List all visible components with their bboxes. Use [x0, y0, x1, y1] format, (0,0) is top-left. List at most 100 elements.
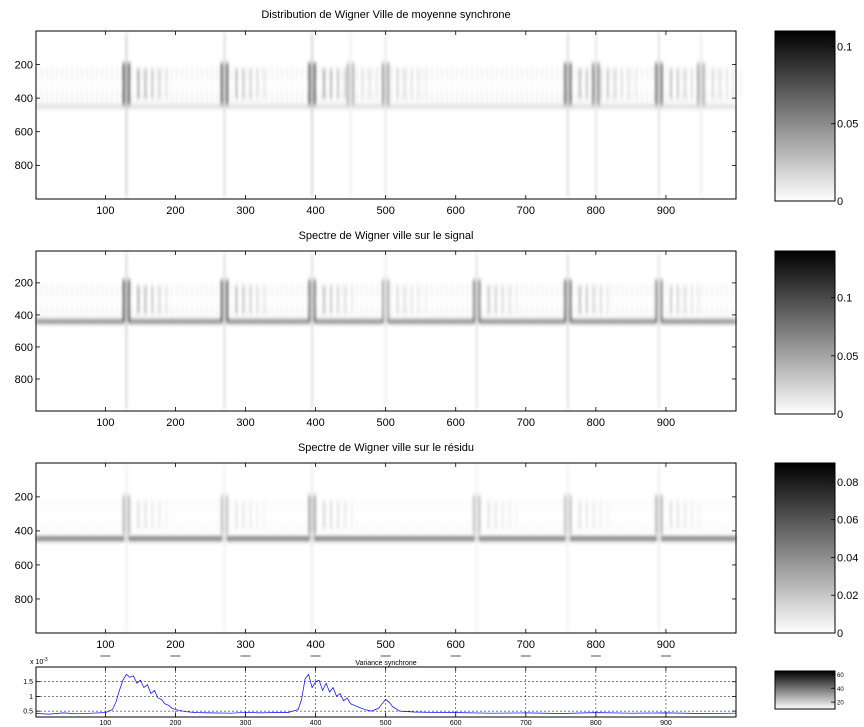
panel-wvd-synchronous: Distribution de Wigner Ville de moyenne … [15, 9, 859, 217]
y-tick-label: 400 [15, 310, 33, 322]
heatmap-texture [36, 465, 736, 631]
heatmap-event-fringe [683, 68, 686, 99]
y-tick-label: 800 [15, 594, 33, 606]
x-tick-label: 700 [517, 205, 535, 217]
heatmap-background [36, 463, 736, 633]
x-tick-label: 200 [170, 720, 182, 727]
heatmap-event-fringe [144, 68, 147, 99]
heatmap-event-fringe [158, 68, 161, 99]
x-tick-label: 900 [657, 417, 675, 429]
heatmap-event-fringe [683, 285, 686, 314]
panel-1-xticks: 100 200 300 400 500 600 700 800 900 [96, 31, 675, 217]
y-tick-label: 200 [15, 492, 33, 504]
y-tick-label: 0.5 [23, 709, 33, 716]
panel-1-colorbar-ticks: 0 0.05 0.1 [831, 41, 858, 208]
heatmap-event-fringe [669, 68, 672, 99]
panel-3-xticks: 100 200 300 400 500 600 700 800 900 [96, 463, 675, 651]
colorbar-tick-label: 0.06 [837, 515, 858, 527]
colorbar-tick-label: 40 [837, 687, 844, 693]
heatmap-event-fringe [417, 285, 420, 314]
panel-2-colorbar [774, 250, 836, 415]
x-tick-label: 600 [447, 205, 465, 217]
heatmap-event-fringe [249, 501, 252, 529]
x-tick-label: 500 [380, 720, 392, 727]
panel-synchronous-variance: Variance synchrone x 10-3 100 200 300 400 50… [23, 657, 844, 727]
heatmap-event-fringe [158, 501, 161, 529]
heatmap-texture [36, 253, 736, 409]
x-tick-label: 300 [236, 639, 254, 651]
heatmap-event-fringe [151, 501, 154, 529]
heatmap-event-fringe [599, 285, 602, 314]
y-tick-label: 600 [15, 560, 33, 572]
heatmap-event-fringe [351, 501, 354, 529]
heatmap-event-fringe [585, 501, 588, 529]
heatmap-event-fringe [403, 68, 406, 99]
heatmap-event-fringe [578, 68, 581, 99]
x-tick-label: 700 [520, 720, 532, 727]
panel-wvd-residual: Spectre de Wigner ville sur le résidu 10… [15, 442, 859, 651]
heatmap-event-fringe [599, 68, 602, 99]
heatmap-event-fringe [487, 285, 490, 314]
heatmap-event-fringe [592, 285, 595, 314]
heatmap-event-fringe [137, 501, 140, 529]
heatmap-event-fringe [494, 501, 497, 529]
panel-3-heatmap [36, 463, 736, 633]
x-tick-label: 400 [306, 205, 324, 217]
heatmap-event-fringe [690, 501, 693, 529]
heatmap-event-fringe [249, 68, 252, 99]
heatmap-event-fringe [508, 285, 511, 314]
panel-4-yticks: 0.5 1 1.5 [23, 679, 736, 716]
heatmap-event-fringe [242, 285, 245, 314]
heatmap-event-fringe [578, 501, 581, 529]
heatmap-texture [36, 33, 742, 197]
heatmap-event-fringe [235, 68, 238, 99]
colorbar-tick-label: 0.1 [837, 293, 852, 305]
heatmap-event-fringe [263, 68, 266, 99]
heatmap-event-fringe [627, 68, 630, 99]
y-tick-label: 200 [15, 59, 33, 71]
heatmap-event-fringe [137, 68, 140, 99]
heatmap-event-fringe [669, 285, 672, 314]
heatmap-event-fringe [330, 68, 333, 99]
heatmap-event-fringe [242, 501, 245, 529]
panel-3-yticks: 200 400 600 800 [15, 492, 736, 606]
heatmap-event-fringe [494, 285, 497, 314]
x-tick-label: 500 [376, 205, 394, 217]
colorbar-tick-label: 0.05 [837, 351, 858, 363]
y-tick-label: 200 [15, 278, 33, 290]
panel-1-yticks: 200 400 600 800 [15, 59, 736, 172]
x-tick-label: 400 [306, 639, 324, 651]
heatmap-event-fringe [697, 501, 700, 529]
heatmap-event-fringe [235, 285, 238, 314]
x-tick-label: 400 [310, 720, 322, 727]
colorbar-tick-label: 0 [837, 628, 843, 640]
y-tick-label: 600 [15, 342, 33, 354]
panel-wvd-signal: Spectre de Wigner ville sur le signal 10… [15, 230, 859, 429]
panel-4-exponent-label: x 10-3 [30, 657, 48, 666]
variance-series-line [35, 673, 737, 715]
x-tick-label: 200 [166, 639, 184, 651]
heatmap-event-fringe [263, 501, 266, 529]
heatmap-event-fringe [151, 285, 154, 314]
x-tick-label: 600 [447, 639, 465, 651]
heatmap-event-fringe [137, 285, 140, 314]
heatmap-event-fringe [683, 501, 686, 529]
heatmap-event-fringe [396, 68, 399, 99]
heatmap-event-fringe [256, 68, 259, 99]
heatmap-band-line [36, 536, 736, 541]
x-tick-label: 900 [660, 720, 672, 727]
heatmap-event-fringe [417, 68, 420, 99]
x-tick-label: 500 [376, 417, 394, 429]
colorbar-tick-label: 0.04 [837, 552, 858, 564]
colorbar-tick-label: 0.08 [837, 477, 858, 489]
heatmap-event-fringe [263, 285, 266, 314]
x-tick-label: 800 [587, 639, 605, 651]
heatmap-event-fringe [165, 68, 168, 99]
colorbar-tick-label: 0 [837, 196, 843, 208]
heatmap-event-fringe [732, 68, 735, 99]
heatmap-event-fringe [669, 501, 672, 529]
x-tick-label: 600 [450, 720, 462, 727]
heatmap-event-fringe [606, 285, 609, 314]
heatmap-event-fringe [396, 285, 399, 314]
